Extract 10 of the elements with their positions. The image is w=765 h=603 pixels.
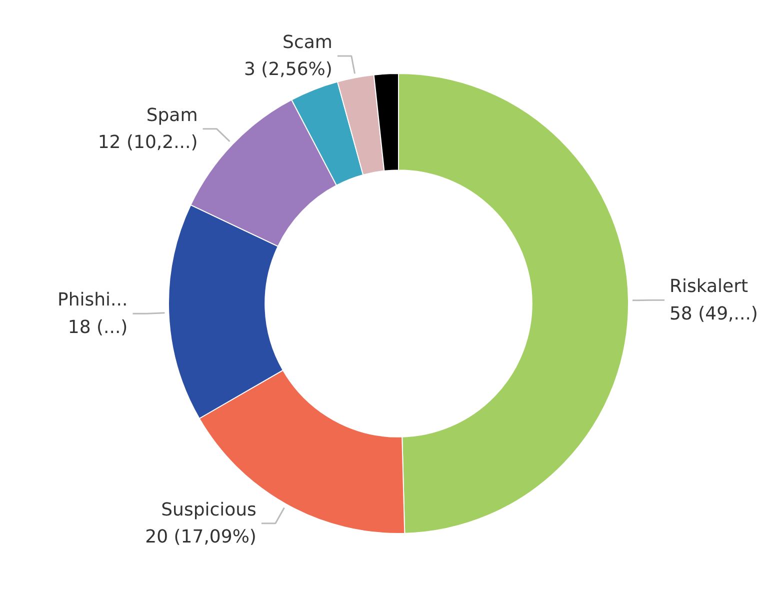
data-label: 20 (17,09%): [145, 526, 256, 548]
slice-label: Spam: [146, 104, 198, 126]
data-label: 18 (...): [68, 316, 128, 338]
data-label: 58 (49,...): [669, 303, 758, 324]
slice-label: Phishi...: [57, 289, 128, 310]
data-label: 12 (10,2...): [98, 132, 198, 154]
slice-label: Suspicious: [161, 499, 256, 520]
slice-label: Riskalert: [669, 276, 748, 297]
data-label: 3 (2,56%): [244, 59, 332, 80]
slice-label: Scam: [282, 32, 332, 53]
